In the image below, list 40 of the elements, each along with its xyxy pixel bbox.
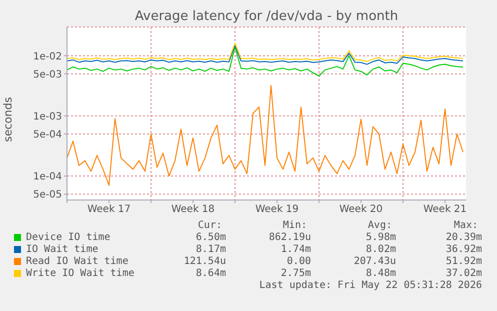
text: 8.64m <box>196 268 226 279</box>
text: Last update: Fri May 22 05:31:28 2026 <box>259 280 482 291</box>
text: 1.74m <box>280 244 311 255</box>
y-tick-label: 1e-03 <box>33 111 62 122</box>
text: 51.92m <box>446 256 482 267</box>
line-series <box>67 84 464 186</box>
legend-label: IO Wait time <box>26 244 98 255</box>
x-tick-label: Week 20 <box>339 204 383 216</box>
text: Avg: <box>368 220 392 231</box>
line-series <box>67 46 464 76</box>
text: 6.50m <box>196 232 226 243</box>
x-tick-label: Week 18 <box>171 204 215 216</box>
x-tick-label: Week 19 <box>255 204 299 216</box>
text: 8.48m <box>366 268 396 279</box>
text: 2.75m <box>280 268 311 279</box>
text: 0.00 <box>286 256 311 267</box>
y-tick-label: 1e-02 <box>33 51 62 62</box>
text: 37.02m <box>446 268 482 279</box>
text: 8.17m <box>196 244 226 255</box>
y-tick-label: 5e-05 <box>33 190 62 201</box>
text: 36.92m <box>446 244 482 255</box>
text: 8.02m <box>366 244 396 255</box>
text: 20.39m <box>446 232 482 243</box>
y-tick-label: 5e-03 <box>33 69 62 80</box>
legend-label: Write IO Wait time <box>26 268 134 279</box>
text: 862.19u <box>268 232 311 243</box>
y-tick-label: 5e-04 <box>33 130 62 141</box>
text: Max: <box>454 220 478 231</box>
legend-label: Read IO Wait time <box>26 256 128 267</box>
text: 121.54u <box>184 256 226 267</box>
text: Cur: <box>198 220 222 231</box>
text: 207.43u <box>354 256 396 267</box>
chart-title: Average latency for /dev/vda - by month <box>134 9 400 24</box>
text: Min: <box>282 220 307 231</box>
legend-label: Device IO time <box>26 232 110 243</box>
y-axis-title: seconds <box>2 96 14 144</box>
x-tick-label: Week 17 <box>87 204 131 216</box>
text: 5.98m <box>366 232 396 243</box>
y-tick-label: 1e-04 <box>33 172 62 183</box>
x-tick-label: Week 21 <box>423 204 467 216</box>
